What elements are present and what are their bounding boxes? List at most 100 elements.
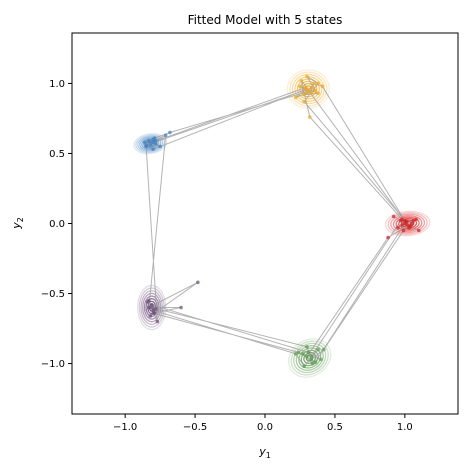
trajectory-point [396,225,400,230]
trajectory-point [305,354,309,359]
state-3-contour [390,213,426,234]
trajectory-point [305,74,309,79]
trajectory-point [307,115,312,119]
x-axis: −1.0 −0.5 0.0 0.5 1.0 [113,414,413,433]
x-axis-label: y1 [258,445,271,460]
trajectory-point [151,311,155,315]
trajectory-point [312,81,316,86]
state-5-contour [288,338,332,378]
trajectory-point [316,347,320,352]
y-tick-label: 0.5 [49,149,65,160]
trajectory-point [316,81,320,86]
trajectory-point [179,305,183,310]
trajectory-point [306,350,311,355]
trajectory-point [303,85,308,90]
trajectory-point [400,217,404,222]
trajectory-point [296,350,301,355]
state-3-contour [387,212,428,235]
trajectory-point [168,130,172,135]
x-tick-label: −0.5 [183,422,207,433]
trajectory-point [391,214,396,219]
state-2-contour [139,136,162,151]
y-axis-label-base: y [10,222,23,230]
trajectory-point [302,92,306,97]
trajectory-point [405,223,410,227]
state-2-contour [133,133,168,155]
x-tick-label: 1.0 [397,422,413,433]
trajectory-point [407,225,411,230]
x-tick-label: 0.0 [257,422,273,433]
y-axis-label-sub: 2 [16,217,25,222]
state-5-contour [298,347,322,369]
trajectory-point [309,357,313,362]
trajectory-point [293,95,298,100]
trajectory-point [147,305,151,310]
trajectory-point [154,139,158,143]
y-axis: −1.0 −0.5 0.0 0.5 1.0 [41,79,72,370]
x-axis-label-base: y [258,445,266,458]
trajectory-point [151,147,155,152]
trajectory-point [302,364,306,369]
trajectory-point [306,88,311,93]
trajectory-point [320,84,325,89]
trajectory-point [414,217,418,222]
x-tick-label: 0.5 [327,422,343,433]
trajectory-point [152,136,157,140]
trajectory-point [310,361,315,366]
trajectory-point [151,308,155,313]
chart-title: Fitted Model with 5 states [188,13,343,27]
trajectory-point [302,99,306,104]
trajectory-point [196,280,200,285]
trajectory-point [309,91,313,96]
trajectory-point [401,228,406,233]
trajectory-point [142,140,147,145]
trajectory-point [151,140,155,145]
y-tick-label: −0.5 [41,289,65,300]
y-tick-label: 1.0 [49,79,65,90]
y-tick-label: −1.0 [41,359,65,370]
trajectory-point [313,360,318,364]
state-1-contour [286,69,330,109]
trajectory-point [158,144,162,149]
plot-frame [71,32,459,415]
x-axis-label-sub: 1 [266,451,271,460]
trajectory-point [310,85,315,90]
trajectory-point [321,347,326,352]
state-3-contour [395,216,420,231]
trajectory-point [148,141,153,146]
trajectory-point [147,139,151,143]
trajectory-point [313,88,318,93]
y-tick-label: 0.0 [49,219,65,230]
trajectory-point [148,314,153,318]
trajectory-line [143,75,420,368]
state-3-contour [392,215,423,232]
trajectory-point [298,84,302,89]
state-5-contour [295,345,324,371]
state-2-contour [137,135,164,152]
trajectory-point [163,133,168,138]
trajectory-point [300,351,305,356]
x-tick-label: −1.0 [113,422,137,433]
trajectory-point [154,141,158,146]
trajectory-point [293,351,298,356]
state-3-contour [384,210,431,237]
trajectory-point [305,344,309,349]
trajectory-point [154,307,158,311]
trajectory-point [411,218,416,223]
trajectory-point [316,91,320,96]
y-axis-label: y2 [10,217,25,230]
state-5-contour [290,340,329,376]
trajectory-point [299,78,304,83]
state-2-contour [141,137,160,150]
trajectory-point [386,235,390,240]
trajectory-point [149,302,154,307]
plot-area [133,69,431,378]
trajectory-point [155,319,160,324]
trajectory-point [309,354,313,359]
trajectory-point [144,144,148,149]
trajectory-point [417,228,421,233]
trajectory-point [319,357,323,362]
trajectory-point [410,221,414,226]
trajectory-point [400,223,404,227]
